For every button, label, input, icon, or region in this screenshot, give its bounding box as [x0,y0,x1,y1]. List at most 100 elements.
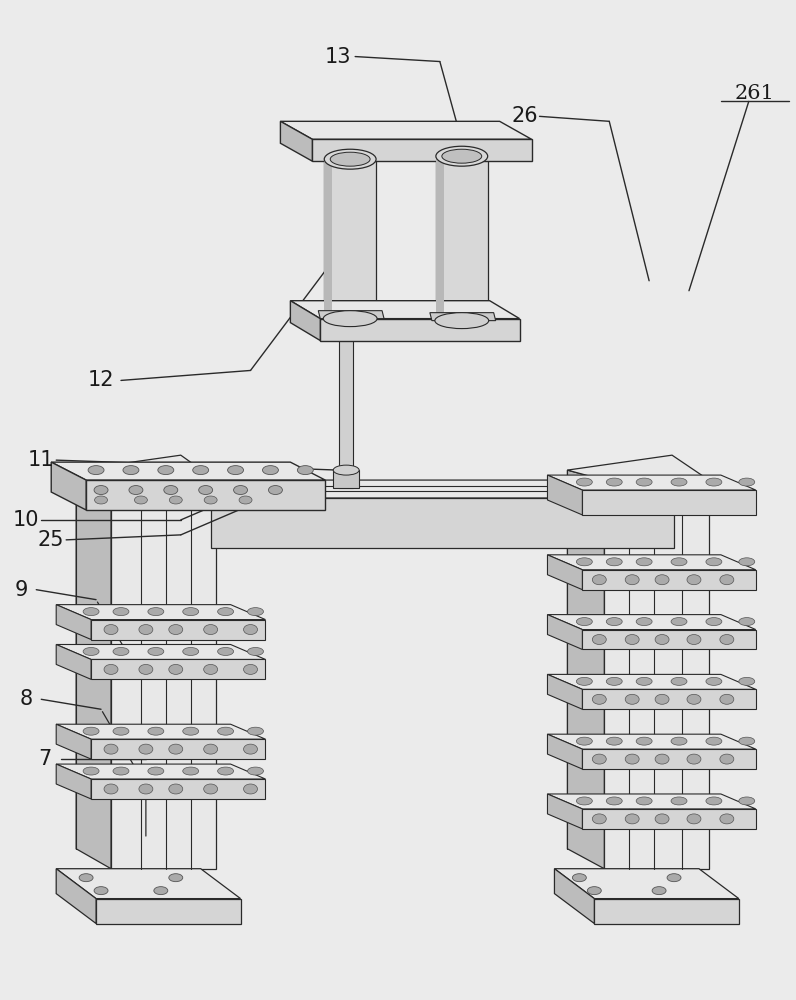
Ellipse shape [205,496,217,504]
Polygon shape [111,480,216,869]
Polygon shape [86,480,326,510]
Ellipse shape [217,608,233,616]
Ellipse shape [94,486,108,495]
Ellipse shape [204,625,217,635]
Ellipse shape [636,478,652,486]
Ellipse shape [687,575,701,585]
Ellipse shape [720,575,734,585]
Ellipse shape [706,478,722,486]
Ellipse shape [636,558,652,566]
Polygon shape [76,455,216,480]
Ellipse shape [739,558,755,566]
Ellipse shape [233,486,248,495]
Polygon shape [604,480,709,869]
Ellipse shape [739,797,755,805]
Polygon shape [548,794,755,809]
Polygon shape [57,644,91,679]
Ellipse shape [572,874,587,882]
Ellipse shape [687,814,701,824]
Polygon shape [555,869,595,924]
Ellipse shape [706,797,722,805]
Polygon shape [595,899,739,924]
Ellipse shape [139,625,153,635]
Ellipse shape [268,486,283,495]
Ellipse shape [592,575,607,585]
Ellipse shape [139,664,153,674]
Ellipse shape [248,767,263,775]
Polygon shape [57,869,240,899]
Ellipse shape [607,558,622,566]
Ellipse shape [104,625,118,635]
Polygon shape [51,462,326,480]
Ellipse shape [139,784,153,794]
Ellipse shape [104,784,118,794]
Ellipse shape [592,635,607,644]
Ellipse shape [83,767,99,775]
Polygon shape [548,475,755,490]
Ellipse shape [183,647,199,655]
Ellipse shape [199,486,213,495]
Ellipse shape [625,814,639,824]
Text: 7: 7 [39,749,52,769]
Ellipse shape [139,744,153,754]
Ellipse shape [739,478,755,486]
Ellipse shape [442,149,482,163]
Ellipse shape [636,677,652,685]
Ellipse shape [720,694,734,704]
Ellipse shape [204,784,217,794]
Ellipse shape [655,814,669,824]
Polygon shape [91,620,265,640]
Ellipse shape [183,727,199,735]
Ellipse shape [576,558,592,566]
Ellipse shape [298,466,314,475]
Polygon shape [583,749,755,769]
Polygon shape [280,121,532,139]
Ellipse shape [576,618,592,626]
Ellipse shape [636,737,652,745]
Ellipse shape [169,874,183,882]
Ellipse shape [154,887,168,895]
Ellipse shape [576,677,592,685]
Text: 13: 13 [325,47,352,67]
Ellipse shape [667,874,681,882]
Polygon shape [211,498,674,548]
Ellipse shape [324,149,376,169]
Polygon shape [96,899,240,924]
Polygon shape [555,869,739,899]
Polygon shape [320,319,520,341]
Ellipse shape [248,727,263,735]
Ellipse shape [217,727,233,735]
Text: 12: 12 [88,370,115,390]
Polygon shape [548,555,583,590]
Ellipse shape [323,311,377,327]
Polygon shape [291,301,520,319]
Ellipse shape [135,496,147,504]
Ellipse shape [607,618,622,626]
Polygon shape [548,734,755,749]
Polygon shape [548,794,583,829]
Polygon shape [57,605,91,640]
Ellipse shape [244,784,257,794]
Ellipse shape [671,677,687,685]
Ellipse shape [655,575,669,585]
Polygon shape [324,159,332,319]
Ellipse shape [164,486,178,495]
Ellipse shape [83,727,99,735]
Ellipse shape [655,754,669,764]
Ellipse shape [671,797,687,805]
Ellipse shape [94,887,108,895]
Ellipse shape [263,466,279,475]
Ellipse shape [720,754,734,764]
Ellipse shape [436,146,488,166]
Text: 11: 11 [28,450,54,470]
Ellipse shape [148,727,164,735]
Ellipse shape [204,664,217,674]
Polygon shape [548,615,583,649]
Polygon shape [57,605,265,620]
Ellipse shape [739,618,755,626]
Polygon shape [91,659,265,679]
Polygon shape [176,480,674,498]
Polygon shape [57,869,96,924]
Ellipse shape [239,496,252,504]
Ellipse shape [739,677,755,685]
